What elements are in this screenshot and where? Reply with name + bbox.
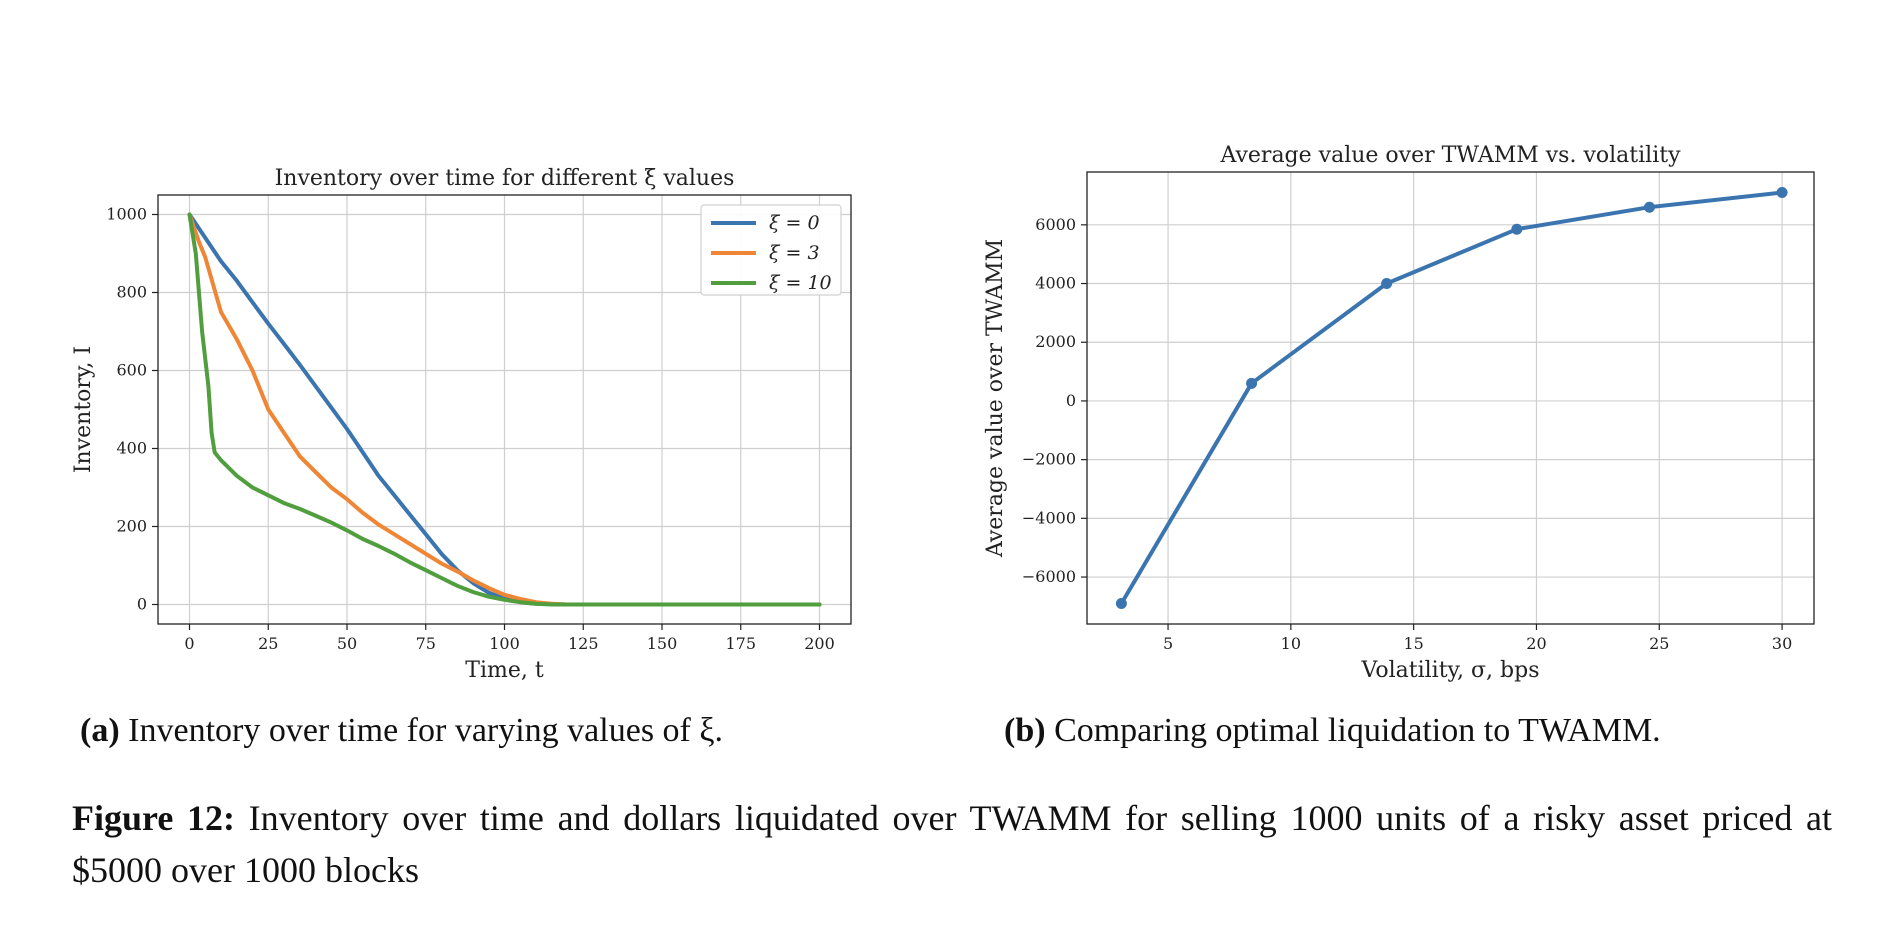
legend: ξ = 0 ξ = 3 ξ = 10	[700, 204, 842, 296]
x-tick-label: 175	[725, 634, 756, 653]
y-tick-label: 6000	[1035, 215, 1076, 234]
chart-twamm-volatility: 5 10 15 20 25 30 −6000 −4000 −2000 0 2000 4000 6000…	[983, 143, 1815, 683]
x-tick-label: 25	[1649, 634, 1669, 653]
y-tick-label: 2000	[1035, 332, 1076, 351]
chart-title: Inventory over time for different ξ valu…	[275, 166, 735, 191]
subcaption-tag: (a)	[80, 712, 120, 749]
y-ticks: −6000 −4000 −2000 0 2000 4000 6000	[1022, 215, 1087, 586]
series-line-0	[1119, 190, 1785, 606]
x-tick-label: 75	[416, 634, 436, 653]
data-point	[1246, 377, 1258, 389]
series-group	[1115, 187, 1788, 609]
y-tick-label: 800	[116, 283, 147, 302]
x-tick-label: 5	[1163, 634, 1173, 653]
x-tick-label: 25	[258, 634, 278, 653]
figure-caption-text: Inventory over time and dollars liquidat…	[72, 798, 1832, 890]
x-ticks: 5 10 15 20 25 30	[1163, 624, 1792, 653]
chart-inventory: 0 25 50 75 100 125 150 175 200 0 200 400 600 800 1000…	[71, 166, 852, 683]
series-line-1	[187, 212, 822, 607]
subcaption-a: (a) Inventory over time for varying valu…	[80, 712, 723, 750]
x-tick-label: 15	[1403, 634, 1423, 653]
x-tick-label: 125	[568, 634, 599, 653]
subcaption-text: Inventory over time for varying values o…	[128, 712, 724, 749]
y-tick-label: 600	[116, 361, 147, 380]
x-tick-label: 0	[184, 634, 194, 653]
x-axis-label: Volatility, σ, bps	[1360, 658, 1539, 683]
y-tick-label: 1000	[106, 205, 147, 224]
series-line-2	[187, 212, 822, 607]
legend-label: ξ = 0	[769, 212, 820, 234]
series-group	[187, 212, 822, 607]
y-tick-label: 0	[137, 595, 147, 614]
x-tick-label: 20	[1526, 634, 1546, 653]
data-point	[1776, 187, 1788, 199]
data-point	[1381, 278, 1393, 290]
x-tick-label: 10	[1281, 634, 1301, 653]
subcaption-b: (b) Comparing optimal liquidation to TWA…	[1004, 712, 1661, 750]
data-point	[1643, 201, 1655, 213]
y-tick-label: 0	[1066, 391, 1076, 410]
grid-lines	[1087, 172, 1814, 624]
y-tick-label: −6000	[1022, 567, 1076, 586]
x-axis-label: Time, t	[465, 658, 544, 683]
data-point	[1511, 223, 1523, 235]
y-tick-label: 200	[116, 517, 147, 536]
y-axis-label: Inventory, I	[71, 346, 96, 473]
legend-box	[700, 204, 842, 296]
plot-frame	[1086, 171, 1815, 625]
figure-caption: Figure 12: Inventory over time and dolla…	[72, 792, 1832, 896]
subcaption-text: Comparing optimal liquidation to TWAMM.	[1054, 712, 1661, 749]
legend-label: ξ = 3	[769, 242, 820, 264]
data-point	[1115, 597, 1127, 609]
y-tick-label: 400	[116, 439, 147, 458]
y-tick-label: −2000	[1022, 450, 1076, 469]
y-tick-label: −4000	[1022, 508, 1076, 527]
chart-title: Average value over TWAMM vs. volatility	[1219, 143, 1681, 168]
x-tick-label: 150	[647, 634, 678, 653]
x-tick-label: 30	[1772, 634, 1792, 653]
y-ticks: 0 200 400 600 800 1000	[106, 205, 158, 614]
y-tick-label: 4000	[1035, 274, 1076, 293]
figure-caption-tag: Figure 12:	[72, 798, 235, 838]
y-axis-label: Average value over TWAMM	[983, 239, 1008, 558]
legend-label: ξ = 10	[769, 272, 832, 294]
x-tick-label: 200	[804, 634, 835, 653]
x-ticks: 0 25 50 75 100 125 150 175 200	[184, 624, 835, 653]
subcaption-tag: (b)	[1004, 712, 1046, 749]
x-tick-label: 100	[489, 634, 520, 653]
x-tick-label: 50	[337, 634, 357, 653]
